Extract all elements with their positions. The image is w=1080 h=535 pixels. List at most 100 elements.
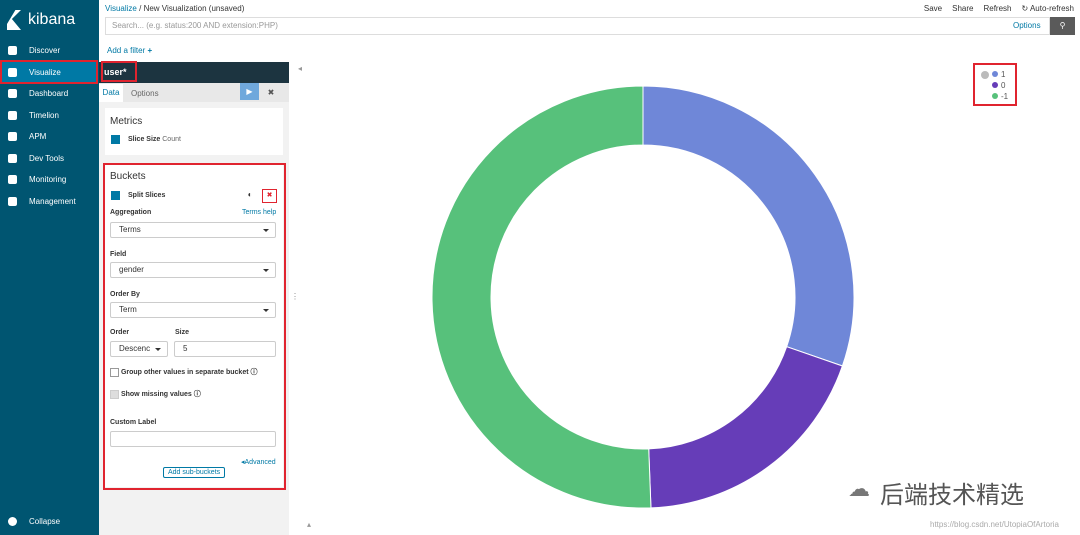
text-input[interactable] [110,431,276,447]
add-filter[interactable]: Add a filter + [107,46,153,55]
collapse-toggle[interactable]: ▴ [307,520,312,529]
nav-icon [8,110,17,120]
nav-label: Dev Tools [29,153,64,163]
nav-label: Dashboard [29,89,69,98]
checkbox-row[interactable]: Group other values in separate bucket ⓘ [110,367,258,377]
nav-icon [8,67,17,77]
nav-item[interactable]: Management [0,191,99,212]
tabs [99,83,289,102]
bucket-type: Split Slices [128,192,166,199]
select-value: gender [119,265,144,274]
collapse-toggle[interactable]: ◂ [298,64,303,73]
select-value: Descenc [119,344,151,353]
highlight-box [101,61,137,82]
slice [431,85,652,509]
checkbox[interactable] [110,389,119,399]
nav-item[interactable]: Monitoring [0,169,99,190]
add-filter-label: Add a filter [107,46,146,55]
slice [648,346,844,509]
brand: kibana [28,11,76,28]
options[interactable]: Options [1013,21,1041,30]
action[interactable]: Refresh [983,4,1012,13]
action-label: Auto-refresh [1029,4,1074,13]
metric-label: Slice Size [128,136,161,143]
highlight-box [973,63,1017,106]
nav-item[interactable]: APM [0,126,99,147]
select[interactable]: Terms [110,222,276,238]
legend-label: -1 [1001,92,1009,101]
remove-bucket[interactable]: ✖ [262,189,277,203]
nav-label: Management [29,196,76,206]
enable-toggle[interactable]: ◐ [247,190,253,199]
metrics-title: Metrics [110,116,143,127]
help-link[interactable]: Terms help [242,209,277,216]
select[interactable]: gender [110,262,276,278]
field-label: Field [110,251,127,258]
action[interactable]: Share [952,4,974,13]
nav-icon [8,196,17,206]
watermark: 后端技术精选 [880,482,1024,509]
action[interactable]: ↻ Auto-refresh [1021,4,1074,13]
nav-item[interactable]: Dashboard [0,83,99,104]
field-label: Aggregation [110,209,152,216]
chart: 1 0 -1 [431,70,1009,509]
nav-item[interactable]: Timelion [0,105,99,126]
resize-handle[interactable]: ⋮ [291,292,299,301]
nav-label: Monitoring [29,175,67,184]
checkbox-label: Group other values in separate bucket [120,369,249,376]
select[interactable]: Term [110,302,276,318]
size-input[interactable]: 5 [174,341,276,357]
legend-swatch [992,71,998,77]
search-button[interactable]: ⚲ [1050,17,1075,35]
nav-icon [8,89,17,98]
nav-icon [8,175,17,184]
select[interactable]: Descenc [110,341,168,357]
highlight-box [103,163,286,490]
crumb-sep: / [139,4,142,13]
watermark-url: https://blog.csdn.net/UtopiaOfArtoria [930,520,1059,529]
metric-toggle[interactable] [111,135,120,144]
metric: Slice Size Count [128,136,181,143]
watermark-logo: ☁ [848,476,870,501]
nav-item[interactable]: Discover [0,40,99,61]
advanced-label: Advanced [244,459,276,466]
index-name: user* [104,67,127,77]
field-label: Order By [110,291,140,298]
action[interactable]: Save [923,4,943,13]
legend-swatch [992,93,998,99]
nav-item[interactable]: Dev Tools [0,148,99,169]
field-label: Custom Label [110,419,157,426]
crumb: New Visualization (unsaved) [143,4,245,13]
crumb-link[interactable]: Visualize [105,4,137,13]
buckets-title: Buckets [110,171,146,182]
checkbox[interactable] [110,367,119,377]
actions: Save Share Refresh ↻ Auto-refresh [924,4,1074,13]
tab[interactable]: Options [131,89,159,98]
input-value: 5 [183,344,188,353]
field-label: Order [110,329,130,336]
tab-active[interactable]: Data [99,84,123,102]
checkbox-row[interactable]: Show missing values ⓘ [110,389,201,399]
checkbox-label: Show missing values [120,391,192,398]
nav-icon [8,132,17,141]
nav-icon [8,46,17,55]
editor-header [99,62,289,83]
bucket-toggle[interactable] [111,191,120,200]
advanced-link[interactable]: ◂Advanced [241,459,276,466]
discard-button[interactable]: ✖ [267,88,275,97]
nav-label: APM [29,132,47,141]
nav-icon [8,153,17,163]
collapse[interactable]: Collapse [0,511,99,532]
select-value: Terms [119,225,141,234]
add-sub-buckets[interactable]: Add sub-buckets [163,467,226,478]
metrics-panel [105,108,283,155]
legend-label: 1 [1001,70,1006,79]
nav-item[interactable]: Visualize [0,62,99,83]
apply-button[interactable]: ▶ [240,83,259,100]
nav-label: Visualize [29,67,61,77]
highlight-box [0,60,98,84]
search-box[interactable]: Search... (e.g. status:200 AND extension… [105,17,1050,35]
legend-label: 0 [1001,81,1006,90]
nav-label: Discover [29,46,61,55]
